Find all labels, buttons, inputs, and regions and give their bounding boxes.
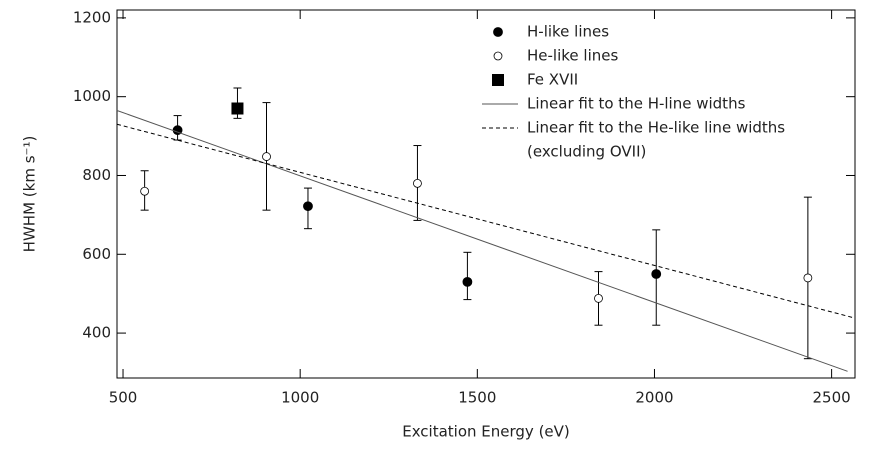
legend-label: He-like lines <box>527 47 618 65</box>
point <box>262 152 271 161</box>
plot-frame <box>116 9 856 379</box>
y-tick-label: 1200 <box>73 8 111 26</box>
point <box>462 276 473 287</box>
y-tick-label: 600 <box>82 245 111 263</box>
legend-label: H-like lines <box>527 23 609 41</box>
fit-line <box>116 123 856 319</box>
x-tick-label: 2000 <box>635 389 673 407</box>
point <box>140 186 150 196</box>
x-tick-label: 1000 <box>281 389 319 407</box>
legend-label: Linear fit to the He-like line widths <box>527 119 785 137</box>
y-axis-label: HWHM (km s⁻¹) <box>21 136 39 253</box>
x-tick-label: 1500 <box>458 389 496 407</box>
x-tick-label: 500 <box>109 389 138 407</box>
legend-marker <box>493 27 503 37</box>
x-axis-label: Excitation Energy (eV) <box>402 423 570 441</box>
legend-marker <box>492 74 504 86</box>
y-tick-label: 400 <box>82 324 111 342</box>
y-tick-label: 800 <box>82 166 111 184</box>
legend-label: Linear fit to the H-line widths <box>527 95 746 113</box>
point <box>413 178 422 188</box>
legend-marker <box>493 51 503 61</box>
point <box>594 294 603 303</box>
fit-line <box>116 110 848 372</box>
x-tick-label: 2500 <box>813 389 851 407</box>
legend-label: Fe XVII <box>527 71 578 89</box>
point <box>303 201 313 212</box>
y-tick-label: 1000 <box>73 87 111 105</box>
point <box>231 102 244 115</box>
point <box>651 269 662 279</box>
legend-note: (excluding OVII) <box>527 143 646 161</box>
point <box>803 273 813 283</box>
